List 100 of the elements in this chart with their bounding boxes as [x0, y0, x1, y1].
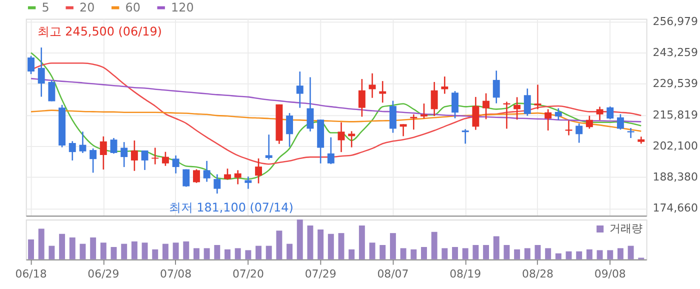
candlestick — [338, 122, 345, 153]
candlestick — [616, 114, 624, 130]
bar — [100, 242, 106, 260]
bar — [162, 244, 168, 260]
legend-label: 60 — [125, 0, 140, 15]
x-tick-label: 07/20 — [232, 268, 264, 281]
candlestick — [452, 90, 458, 119]
candlestick — [265, 134, 272, 160]
bar — [369, 242, 376, 260]
bar — [431, 232, 438, 260]
bar — [193, 248, 200, 260]
candlestick — [514, 96, 521, 120]
candlestick — [48, 80, 56, 102]
bar — [276, 230, 282, 260]
candlestick — [90, 148, 97, 174]
y-tick-label: 215,819 — [652, 108, 698, 122]
bar — [504, 245, 510, 260]
bar — [90, 237, 96, 260]
candlestick — [162, 151, 169, 167]
bar — [483, 245, 490, 260]
candlestick — [492, 70, 500, 104]
candlestick — [286, 112, 294, 148]
bar — [234, 248, 241, 260]
bar — [617, 248, 624, 260]
candlestick — [306, 76, 314, 132]
y-tick-label: 243,259 — [652, 46, 698, 60]
bar — [131, 241, 138, 260]
candlestick — [430, 81, 438, 117]
bar — [266, 246, 272, 260]
candlestick — [224, 168, 231, 180]
bar — [442, 248, 448, 260]
candlestick — [441, 76, 448, 94]
bar — [80, 244, 86, 260]
bar — [142, 242, 148, 260]
bar — [307, 226, 314, 260]
annotation: 최저 181,100 (07/14) — [168, 200, 294, 214]
bar — [534, 245, 541, 260]
candlestick — [472, 96, 480, 130]
candlestick — [152, 147, 159, 165]
bar — [358, 226, 365, 260]
candlestick — [554, 108, 562, 121]
candlestick — [368, 72, 376, 99]
candlestick — [627, 127, 634, 139]
legend-label: 5 — [42, 0, 50, 15]
bar — [420, 246, 427, 260]
candlestick — [296, 70, 304, 108]
bar — [596, 250, 603, 260]
candlestick — [462, 128, 469, 144]
candlestick — [576, 122, 583, 144]
candlestick — [68, 140, 76, 162]
bar — [628, 246, 634, 260]
candlestick — [182, 168, 190, 188]
candlestick — [482, 92, 490, 120]
bar — [462, 248, 468, 260]
candlestick — [141, 150, 148, 171]
bar — [338, 233, 344, 260]
x-tick-label: 07/08 — [160, 268, 192, 281]
bar — [214, 245, 220, 260]
bar — [514, 249, 520, 260]
candlestick — [327, 136, 334, 165]
candlestick — [79, 131, 86, 154]
candlestick — [203, 160, 210, 182]
legend-label: 거래량 — [610, 222, 643, 235]
bar — [224, 249, 230, 260]
y-tick-label: 256,979 — [652, 14, 698, 28]
x-tick-label: 08/28 — [522, 268, 554, 281]
bar — [48, 246, 55, 260]
bar — [183, 241, 190, 260]
bar — [286, 244, 293, 260]
candlestick — [534, 84, 542, 110]
bar — [245, 250, 252, 260]
bar — [607, 250, 614, 260]
bar — [204, 248, 210, 260]
candlestick — [348, 130, 356, 148]
bar — [38, 228, 44, 260]
bar — [152, 249, 158, 260]
y-tick-label: 202,100 — [652, 139, 698, 152]
candlestick — [524, 88, 531, 116]
x-tick-label: 09/08 — [594, 268, 626, 281]
candlestick — [255, 158, 262, 184]
candlestick — [38, 46, 45, 98]
candlestick — [234, 170, 242, 185]
candlestick — [120, 141, 128, 168]
bar — [256, 246, 262, 260]
bar — [555, 253, 562, 260]
bar — [545, 248, 552, 260]
x-tick-label: 06/18 — [15, 268, 47, 281]
candlestick — [358, 78, 366, 118]
candlestick — [544, 108, 552, 132]
candlestick — [379, 80, 386, 104]
candlestick — [596, 106, 604, 121]
x-tick-label: 08/07 — [377, 268, 409, 281]
bar — [172, 242, 179, 260]
candlestick — [214, 174, 221, 194]
bar — [586, 249, 592, 260]
bar — [400, 248, 406, 260]
bar — [59, 234, 66, 260]
bar — [28, 239, 34, 260]
legend-label: 120 — [171, 0, 194, 15]
y-tick-label: 229,539 — [652, 77, 698, 90]
